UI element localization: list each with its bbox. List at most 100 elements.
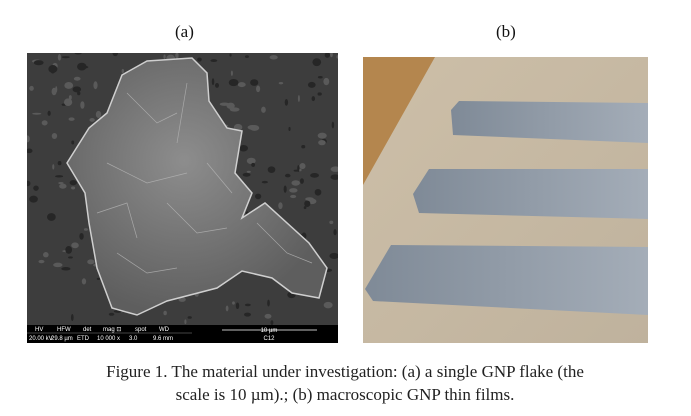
speckle — [300, 163, 306, 169]
speckle — [270, 320, 273, 325]
speckle — [96, 111, 101, 118]
speckle — [268, 166, 276, 173]
speckle — [332, 122, 334, 129]
speckle — [329, 221, 333, 224]
speckle — [251, 163, 255, 167]
speckle — [79, 66, 88, 69]
page: {"figure": { "panel_a": {"label": "(a)",… — [0, 0, 691, 416]
speckle — [318, 76, 323, 78]
speckle — [184, 319, 186, 324]
speckle — [64, 98, 72, 106]
sample-id: C12 — [263, 336, 275, 342]
speckle — [59, 184, 66, 189]
speckle — [52, 133, 57, 139]
speckle — [298, 95, 300, 102]
speckle — [70, 180, 77, 185]
speckle — [62, 56, 70, 58]
speckle — [29, 196, 38, 203]
speckle — [71, 186, 75, 189]
speckle — [93, 81, 97, 89]
speckle — [317, 92, 321, 95]
speckle — [188, 316, 192, 319]
panel-label: (a) — [175, 22, 194, 42]
film-strip — [413, 169, 648, 219]
speckle — [53, 263, 62, 267]
speckle — [230, 107, 240, 111]
speckle — [42, 120, 48, 125]
speckle — [288, 127, 290, 131]
info-value: ETD — [77, 336, 90, 342]
speckle — [248, 125, 258, 130]
speckle — [261, 107, 266, 113]
speckle — [74, 77, 81, 81]
speckle — [247, 171, 251, 173]
speckle — [262, 181, 268, 183]
speckle — [71, 314, 74, 321]
speckle — [310, 173, 319, 178]
speckle — [212, 78, 215, 85]
speckle — [122, 69, 124, 73]
speckle — [267, 300, 270, 307]
panel-label: (b) — [496, 22, 516, 42]
speckle — [89, 118, 94, 122]
speckle — [312, 58, 321, 66]
speckle — [291, 180, 300, 185]
speckle — [265, 314, 272, 319]
speckle — [250, 79, 258, 86]
speckle — [294, 170, 299, 172]
speckle — [61, 267, 70, 271]
speckle — [58, 54, 61, 61]
info-value: 10 000 x — [97, 336, 120, 342]
speckle — [247, 158, 256, 164]
speckle — [243, 173, 251, 177]
speckle — [69, 95, 72, 100]
scale-label: 10 µm — [261, 328, 278, 334]
info-header: WD — [159, 327, 170, 333]
speckle — [231, 70, 233, 75]
speckle — [87, 259, 94, 264]
speckle — [299, 169, 302, 172]
speckle — [55, 175, 63, 177]
speckle — [318, 140, 326, 145]
info-header: spot — [135, 327, 147, 333]
speckle — [308, 82, 316, 88]
speckle — [304, 200, 310, 207]
speckle — [300, 178, 304, 184]
speckle — [97, 278, 100, 280]
speckle — [315, 189, 322, 196]
speckle — [245, 304, 251, 307]
speckle — [33, 186, 39, 191]
speckle — [285, 174, 291, 178]
speckle — [229, 54, 231, 57]
info-value: 3.0 — [129, 336, 138, 342]
speckle — [82, 278, 86, 284]
speckle — [79, 233, 83, 240]
speckle — [289, 188, 297, 193]
info-header: mag ⊡ — [103, 327, 121, 333]
speckle — [84, 228, 88, 231]
speckle — [301, 145, 305, 148]
speckle — [80, 101, 84, 109]
speckle — [69, 117, 75, 121]
speckle — [256, 86, 260, 93]
speckle — [48, 111, 51, 116]
speckle — [43, 252, 49, 257]
speckle — [333, 229, 336, 235]
speckle — [244, 313, 251, 317]
info-value: 20.00 kV — [29, 336, 53, 342]
speckle — [29, 86, 34, 91]
speckle — [305, 197, 314, 201]
speckle — [55, 86, 57, 92]
speckle — [229, 79, 239, 86]
speckle — [312, 96, 315, 101]
speckle — [284, 185, 287, 192]
speckle — [238, 82, 246, 87]
speckle — [236, 303, 239, 310]
speckle — [226, 306, 229, 312]
speckle — [52, 164, 54, 169]
speckle — [220, 103, 230, 106]
speckle — [197, 57, 202, 61]
speckle — [68, 256, 73, 258]
speckle — [38, 260, 44, 263]
